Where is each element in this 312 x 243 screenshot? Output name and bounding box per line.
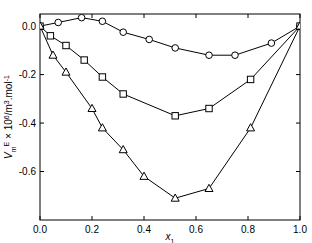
y-tick-label: 0.0 <box>22 21 36 32</box>
x-tick <box>300 216 301 220</box>
plot-frame <box>40 14 300 220</box>
marker-triangle <box>171 194 179 201</box>
x-tick-top <box>92 14 93 18</box>
marker-circle <box>78 14 85 21</box>
y-tick-label: -0.6 <box>19 166 37 177</box>
y-label-part: m <box>10 146 17 152</box>
y-label-part: .mol <box>3 81 14 100</box>
marker-square <box>206 105 212 111</box>
x-tick-top <box>196 14 197 18</box>
x-tick-top <box>300 14 301 18</box>
y-tick-label: -0.2 <box>19 69 37 80</box>
marker-circle <box>268 40 275 47</box>
y-tick <box>40 171 44 172</box>
y-tick-label: -0.4 <box>19 118 37 129</box>
marker-circle <box>172 45 179 52</box>
x-tick-top <box>144 14 145 18</box>
marker-square <box>40 23 43 29</box>
y-tick <box>40 74 44 75</box>
x-axis-label: x1 <box>165 231 175 243</box>
marker-triangle <box>140 172 148 179</box>
y-tick-right <box>296 74 300 75</box>
x-tick-label: 1.0 <box>293 224 307 235</box>
marker-triangle <box>98 124 106 131</box>
x-label-part: 1 <box>171 238 175 243</box>
x-tick-label: 0.8 <box>241 224 255 235</box>
y-tick <box>40 123 44 124</box>
chart: 0.0 0.2 0.4 0.6 0.8 1.0 0.0 -0.2 -0.4 -0.6 x1 VmE ×… <box>0 0 312 243</box>
x-tick-label: 0.4 <box>137 224 151 235</box>
series-line <box>40 18 300 56</box>
x-tick-top <box>40 14 41 18</box>
marker-square <box>99 74 105 80</box>
x-tick <box>40 216 41 220</box>
x-tick <box>248 216 249 220</box>
y-tick-right <box>296 171 300 172</box>
series-line <box>40 26 300 116</box>
marker-circle <box>120 29 127 36</box>
marker-triangle <box>119 146 127 153</box>
marker-square <box>247 76 253 82</box>
marker-circle <box>55 19 62 26</box>
marker-circle <box>297 23 300 30</box>
marker-circle <box>99 18 106 25</box>
x-tick-top <box>248 14 249 18</box>
marker-triangle <box>40 22 44 29</box>
marker-square <box>47 33 53 39</box>
marker-triangle <box>205 184 213 191</box>
series-line <box>40 26 300 198</box>
marker-triangle <box>88 104 96 111</box>
marker-square <box>297 23 300 29</box>
x-tick-label: 0.6 <box>189 224 203 235</box>
marker-square <box>120 91 126 97</box>
marker-square <box>81 57 87 63</box>
marker-circle <box>232 52 239 59</box>
marker-triangle <box>62 68 70 75</box>
y-label-part: /m <box>3 104 14 115</box>
y-label-part: × 10 <box>3 119 14 142</box>
marker-triangle <box>247 124 255 131</box>
marker-square <box>63 42 69 48</box>
y-tick-right <box>296 123 300 124</box>
marker-triangle <box>49 51 57 58</box>
y-label-part: -1 <box>3 75 10 81</box>
x-tick <box>92 216 93 220</box>
marker-square <box>172 113 178 119</box>
marker-circle <box>146 36 153 43</box>
y-axis-label: VmE × 106/m3.mol-1 <box>3 75 17 159</box>
marker-triangle <box>296 22 300 29</box>
marker-circle <box>40 23 43 30</box>
marker-circle <box>206 52 213 59</box>
plot-area <box>40 14 300 201</box>
x-tick-label: 0.2 <box>85 224 99 235</box>
x-tick-label: 0.0 <box>33 224 47 235</box>
x-tick <box>196 216 197 220</box>
x-tick <box>144 216 145 220</box>
